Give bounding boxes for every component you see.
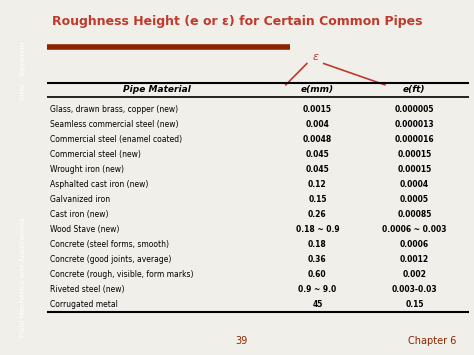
Text: 0.0048: 0.0048 xyxy=(303,135,332,144)
Text: Commercial steel (new): Commercial steel (new) xyxy=(49,150,140,159)
Text: Pipe Material: Pipe Material xyxy=(123,85,191,94)
Text: Asphalted cast iron (new): Asphalted cast iron (new) xyxy=(49,180,148,189)
Text: Roughness Height (e or ε) for Certain Common Pipes: Roughness Height (e or ε) for Certain Co… xyxy=(52,15,422,28)
Text: 0.000016: 0.000016 xyxy=(395,135,434,144)
Text: Riveted steel (new): Riveted steel (new) xyxy=(49,285,124,294)
Text: Fluid Mechanics and Applications: Fluid Mechanics and Applications xyxy=(19,217,26,337)
Text: Concrete (good joints, average): Concrete (good joints, average) xyxy=(49,255,171,264)
Text: 0.000005: 0.000005 xyxy=(395,105,434,114)
Text: 0.004: 0.004 xyxy=(305,120,329,129)
Text: Concrete (steel forms, smooth): Concrete (steel forms, smooth) xyxy=(49,240,169,249)
Text: 0.00015: 0.00015 xyxy=(397,150,431,159)
Text: 0.18 ~ 0.9: 0.18 ~ 0.9 xyxy=(296,225,339,234)
Text: 45: 45 xyxy=(312,300,323,308)
Text: 0.045: 0.045 xyxy=(306,150,329,159)
Text: 0.60: 0.60 xyxy=(308,270,327,279)
Text: 0.0004: 0.0004 xyxy=(400,180,429,189)
Text: Concrete (rough, visible, form marks): Concrete (rough, visible, form marks) xyxy=(49,270,193,279)
Text: Galvanized iron: Galvanized iron xyxy=(49,195,109,204)
Text: 0.36: 0.36 xyxy=(308,255,327,264)
Text: 0.0012: 0.0012 xyxy=(400,255,429,264)
Text: e(mm): e(mm) xyxy=(301,85,334,94)
Text: Commercial steel (enamel coated): Commercial steel (enamel coated) xyxy=(49,135,182,144)
Text: 0.0006 ~ 0.003: 0.0006 ~ 0.003 xyxy=(382,225,447,234)
Text: 0.045: 0.045 xyxy=(306,165,329,174)
Text: 0.002: 0.002 xyxy=(402,270,426,279)
Text: 0.00085: 0.00085 xyxy=(397,210,432,219)
Text: 0.0006: 0.0006 xyxy=(400,240,429,249)
Text: Inter - Bayamon: Inter - Bayamon xyxy=(19,42,26,100)
Text: Cast iron (new): Cast iron (new) xyxy=(49,210,108,219)
Text: Chapter 6: Chapter 6 xyxy=(408,336,456,346)
Text: 0.15: 0.15 xyxy=(308,195,327,204)
Text: 0.26: 0.26 xyxy=(308,210,327,219)
Text: 0.15: 0.15 xyxy=(405,300,424,308)
Text: 39: 39 xyxy=(235,336,247,346)
Text: Glass, drawn brass, copper (new): Glass, drawn brass, copper (new) xyxy=(49,105,178,114)
Text: 0.0005: 0.0005 xyxy=(400,195,429,204)
Text: ε: ε xyxy=(312,51,318,62)
Text: 0.00015: 0.00015 xyxy=(397,165,431,174)
Text: 0.12: 0.12 xyxy=(308,180,327,189)
Text: 0.18: 0.18 xyxy=(308,240,327,249)
Text: Wood Stave (new): Wood Stave (new) xyxy=(49,225,119,234)
Text: Corrugated metal: Corrugated metal xyxy=(49,300,118,308)
Text: 0.9 ~ 9.0: 0.9 ~ 9.0 xyxy=(298,285,337,294)
Text: 0.003-0.03: 0.003-0.03 xyxy=(392,285,437,294)
Text: 0.0015: 0.0015 xyxy=(303,105,332,114)
Text: e(ft): e(ft) xyxy=(403,85,426,94)
Text: 0.000013: 0.000013 xyxy=(395,120,434,129)
Text: Wrought iron (new): Wrought iron (new) xyxy=(49,165,124,174)
Text: Seamless commercial steel (new): Seamless commercial steel (new) xyxy=(49,120,178,129)
